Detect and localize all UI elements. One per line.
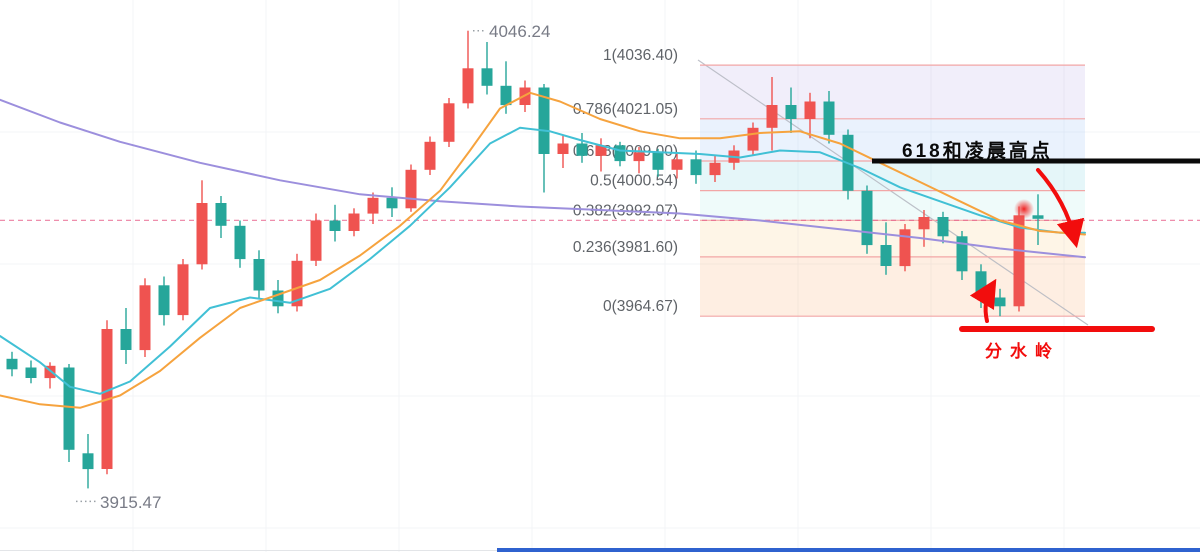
candle-down — [861, 190, 873, 246]
candle-up — [443, 103, 455, 142]
candle-down — [253, 259, 265, 291]
candle-down — [652, 152, 664, 170]
candle-down — [386, 197, 398, 209]
candle-up — [709, 162, 721, 176]
candle-up — [918, 217, 930, 230]
candle-up — [367, 197, 379, 214]
candle-down — [63, 367, 75, 450]
fib-level-label: 0.236(3981.60) — [573, 239, 678, 256]
candle-up — [804, 101, 816, 119]
candle-up — [348, 213, 360, 231]
candle-down — [880, 245, 892, 266]
candle-down — [785, 105, 797, 119]
candle-down — [956, 236, 968, 272]
annotation-down-arrow[interactable] — [1036, 168, 1085, 249]
candle-down — [158, 285, 170, 316]
candle-down — [25, 367, 37, 378]
candle-down — [576, 143, 588, 156]
candle-down — [82, 453, 94, 470]
ma-fast-cyan — [0, 126, 1086, 395]
candle-up — [196, 203, 208, 265]
candle-up — [177, 264, 189, 316]
ma-mid-orange — [0, 91, 1086, 409]
candle-down — [329, 220, 341, 231]
annotation-618-text[interactable]: 618和凌晨高点 — [902, 141, 1053, 162]
fib-band — [700, 65, 1085, 119]
low-price-label: 3915.47 — [100, 493, 162, 512]
bottom-hairline — [0, 550, 500, 551]
candle-down — [6, 358, 18, 370]
candle-up — [310, 220, 322, 261]
candle-up — [139, 285, 151, 351]
high-price-label: 4046.24 — [489, 22, 551, 41]
annotation-up-arrow[interactable] — [969, 278, 997, 323]
fib-band — [700, 161, 1085, 191]
candle-down — [823, 101, 835, 135]
candle-down — [975, 271, 987, 298]
candle-down — [215, 203, 227, 226]
candle-up — [766, 105, 778, 128]
fib-level-label: 0.5(4000.54) — [590, 173, 678, 190]
candle-up — [557, 143, 569, 154]
candle-down — [500, 85, 512, 106]
candle-up — [424, 141, 436, 170]
fib-level-label: 1(4036.40) — [603, 47, 678, 64]
ma-slow-purple — [0, 98, 1086, 259]
candle-up — [671, 159, 683, 170]
candle-up — [291, 260, 303, 307]
candle-down — [690, 159, 702, 176]
candle-down — [937, 217, 949, 237]
candle-down — [538, 87, 550, 154]
candle-up — [462, 68, 474, 104]
candle-down — [120, 329, 132, 350]
candle-up — [595, 145, 607, 156]
candle-up — [405, 169, 417, 209]
fib-level-label: 0(3964.67) — [603, 298, 678, 315]
candle-down — [614, 145, 626, 162]
annotation-watershed-text[interactable]: 分水岭 — [985, 342, 1060, 361]
candle-up — [899, 229, 911, 267]
candle-up — [44, 365, 56, 379]
candle-down — [234, 225, 246, 260]
candle-up — [633, 152, 645, 162]
candle-up — [747, 127, 759, 151]
candle-up — [1013, 215, 1025, 307]
fib-level-label: 0.786(4021.05) — [573, 101, 678, 118]
bottom-strip — [497, 548, 1200, 552]
candle-down — [994, 297, 1006, 307]
price-marker-blob — [1014, 199, 1034, 219]
candle-down — [1032, 215, 1044, 219]
candle-down — [481, 68, 493, 86]
candle-down — [272, 290, 284, 307]
fib-band — [700, 256, 1085, 317]
